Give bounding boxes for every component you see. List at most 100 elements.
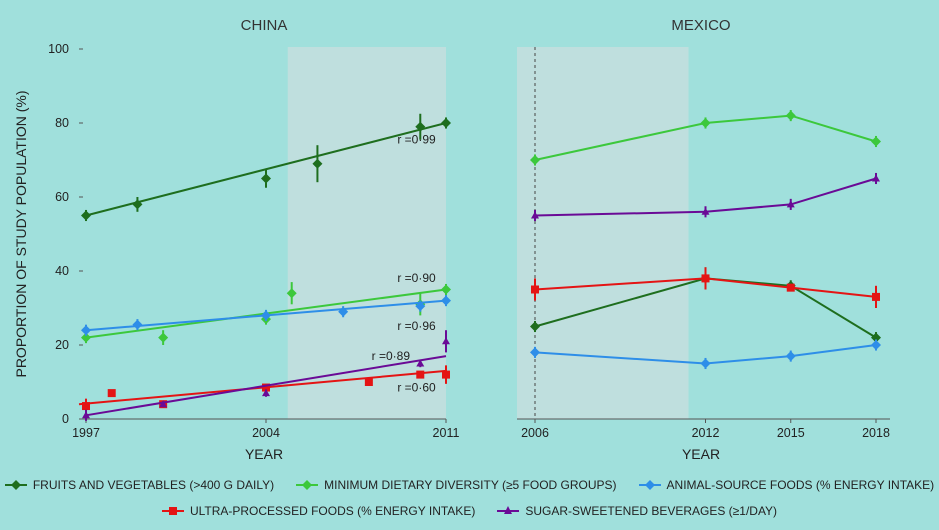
x-tick-label: 1997 [72,426,100,440]
legend-marker [497,506,520,514]
legend-marker [4,480,27,490]
x-tick-label: 2004 [252,426,280,440]
x-tick-label: 2015 [777,426,805,440]
data-point-min-diet [81,332,91,343]
data-point-ssb [531,211,539,219]
data-point-fruits-veg [132,199,143,210]
data-point-fruits-veg [312,158,323,169]
series-animal-mexico [530,339,881,370]
data-point-ssb [82,411,90,419]
data-point-animal [785,351,796,362]
legend-item-fruits-vegetables: FRUITS AND VEGETABLES (>400 G DAILY) [4,478,275,492]
data-point-min-diet [286,288,297,299]
data-point-animal [261,310,271,321]
correlation-label-fruits-veg: r =0·99 [397,132,436,146]
data-point-ssb [872,174,880,182]
legend-swatch-sugar-sweetened-beverages [497,505,520,517]
data-point-min-diet [700,118,711,128]
legend-marker [296,480,319,490]
panel-title-mexico: MEXICO [671,17,730,34]
data-point-ssb [786,200,795,208]
legend-label-sugar-sweetened-beverages: SUGAR-SWEETENED BEVERAGES (≥1/DAY) [525,504,778,518]
data-point-ssb [442,337,450,345]
legend-label-minimum-dietary-diversity: MINIMUM DIETARY DIVERSITY (≥5 FOOD GROUP… [324,478,617,492]
x-axis-title-china: YEAR [245,446,283,462]
data-point-ultra [786,283,795,292]
legend-swatch-animal-source-foods [638,479,661,491]
x-tick-label: 2006 [521,426,549,440]
series-ssb-mexico [531,172,880,222]
panel-mexico: MEXICO 2006 2012 2015 2018 YEAR [517,17,890,462]
data-point-min-diet [530,155,540,165]
data-point-ultra [262,383,270,392]
series-line-ultra [534,277,877,298]
correlation-label-animal: r =0·96 [397,319,436,333]
series-ultra-mexico [531,267,880,308]
series-line-min-diet [534,114,877,161]
x-tick-label: 2018 [862,426,890,440]
correlation-label-min-diet: r =0·90 [397,271,436,285]
data-point-ssb [159,400,168,408]
data-point-animal [871,340,881,350]
legend-item-minimum-dietary-diversity: MINIMUM DIETARY DIVERSITY (≥5 FOOD GROUP… [296,478,617,492]
data-point-ultra [416,370,425,379]
chart: CHINA 1997 2004 2011 YEAR 0 20 40 60 80 100 PROPORT… [13,17,890,462]
correlation-label-ultra: r =0·60 [397,380,436,394]
data-point-ultra [872,292,880,301]
y-tick-label: 0 [62,412,69,426]
legend-swatch-ultra-processed-foods [161,505,184,517]
legend-item-animal-source-foods: ANIMAL-SOURCE FOODS (% ENERGY INTAKE) [638,478,935,492]
legend-swatch-fruits-vegetables [4,479,27,491]
series-ultra-china: r =0·60 [78,365,450,414]
legend-label-animal-source-foods: ANIMAL-SOURCE FOODS (% ENERGY INTAKE) [666,478,935,492]
data-point-animal [415,301,426,312]
data-point-ultra [107,389,116,398]
data-point-animal [441,295,451,306]
series-min-diet-mexico [530,110,881,166]
legend-marker [638,480,661,490]
data-point-animal [81,325,91,336]
y-tick-label: 80 [55,116,69,130]
data-point-animal [700,358,711,369]
data-point-fruits-veg [441,118,451,128]
data-point-fruits-veg [415,121,426,132]
legend-item-ultra-processed-foods: ULTRA-PROCESSED FOODS (% ENERGY INTAKE) [161,504,476,518]
trend-line-ssb [85,355,447,417]
data-point-ssb [262,389,270,397]
legend-row-1: FRUITS AND VEGETABLES (>400 G DAILY) MIN… [0,478,939,492]
data-point-ultra [82,402,90,411]
data-point-ultra [442,370,450,379]
series-fruits-veg-china: r =0·99 [81,113,451,222]
shaded-region-china [287,47,446,419]
legend-item-sugar-sweetened-beverages: SUGAR-SWEETENED BEVERAGES (≥1/DAY) [497,504,777,518]
y-tick-label: 40 [55,264,69,278]
data-point-fruits-veg [261,173,271,184]
y-tick-label: 100 [48,42,69,56]
data-point-min-diet [871,136,881,147]
data-point-fruits-veg [530,321,540,332]
series-line-animal [534,344,877,365]
legend-swatch-minimum-dietary-diversity [296,479,319,491]
legend-label-ultra-processed-foods: ULTRA-PROCESSED FOODS (% ENERGY INTAKE) [189,504,476,518]
x-axis-title-mexico: YEAR [682,446,720,462]
data-point-ssb [416,359,425,367]
series-ssb-china: r =0·89 [82,330,450,421]
y-tick-label: 60 [55,190,69,204]
data-point-ultra [364,378,373,386]
legend-label-fruits-vegetables: FRUITS AND VEGETABLES (>400 G DAILY) [32,478,275,492]
data-point-ultra [531,285,539,294]
data-point-animal [338,306,349,317]
y-tick-label: 20 [55,338,69,352]
series-animal-china: r =0·96 [81,295,451,336]
data-point-animal [132,319,143,330]
data-point-animal [530,347,540,358]
series-line-ssb [534,177,877,217]
data-point-ssb [701,207,710,215]
correlation-label-ssb: r =0·89 [372,349,411,363]
data-point-min-diet [785,110,796,121]
data-point-min-diet [441,284,451,295]
panel-china: CHINA 1997 2004 2011 YEAR 0 20 40 60 80 100 PROPORT… [13,17,459,462]
shaded-region-mexico [517,47,689,419]
data-point-fruits-veg [871,332,881,343]
data-point-ultra [701,274,710,283]
